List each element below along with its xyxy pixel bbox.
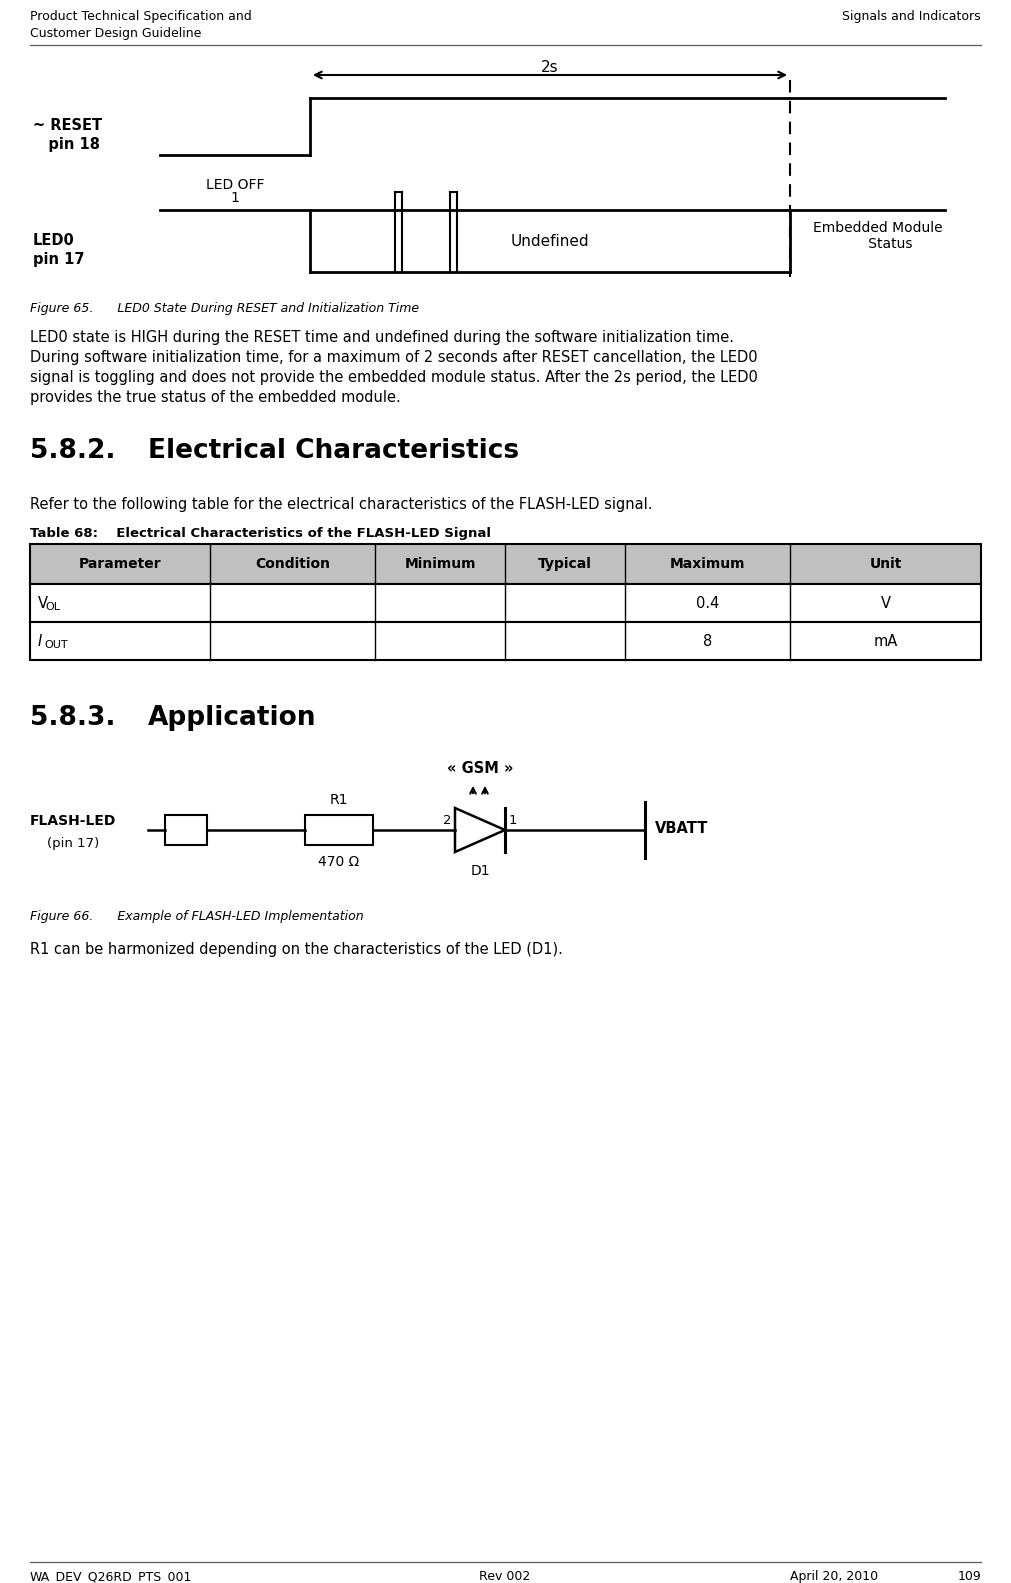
Text: R1 can be harmonized depending on the characteristics of the LED (D1).: R1 can be harmonized depending on the ch… [30,942,563,958]
Text: OL: OL [45,602,60,613]
Text: During software initialization time, for a maximum of 2 seconds after RESET canc: During software initialization time, for… [30,350,757,366]
Bar [30,622,981,660]
Text: WA_DEV_Q26RD_PTS_001: WA_DEV_Q26RD_PTS_001 [30,1570,192,1583]
Text: 470 Ω: 470 Ω [318,855,360,869]
Bar [30,584,981,622]
Text: 2: 2 [443,814,451,826]
Bar [305,815,373,845]
Text: mA: mA [874,633,898,649]
Text: 1: 1 [509,814,518,826]
Text: Condition: Condition [255,557,330,571]
Text: R1: R1 [330,793,348,807]
Text: LED0
pin 17: LED0 pin 17 [33,233,85,268]
Text: 5.8.2.: 5.8.2. [30,438,115,464]
Text: signal is toggling and does not provide the embedded module status. After the 2s: signal is toggling and does not provide … [30,370,758,385]
Text: Unit: Unit [869,557,902,571]
Text: 2s: 2s [541,60,559,74]
Text: Parameter: Parameter [79,557,162,571]
Text: Figure 66.      Example of FLASH-LED Implementation: Figure 66. Example of FLASH-LED Implemen… [30,910,364,923]
Text: LED OFF: LED OFF [206,177,264,192]
Text: Table 68:: Table 68: [30,527,98,540]
Text: D1: D1 [470,864,489,879]
Text: Electrical Characteristics: Electrical Characteristics [148,438,519,464]
Text: provides the true status of the embedded module.: provides the true status of the embedded… [30,389,400,405]
Text: April 20, 2010: April 20, 2010 [790,1570,879,1583]
Text: OUT: OUT [44,640,68,651]
Text: 8: 8 [703,633,712,649]
Bar [165,815,207,845]
Text: 0.4: 0.4 [696,595,719,611]
Text: FLASH-LED: FLASH-LED [30,814,116,828]
Text: VBATT: VBATT [655,820,709,836]
Text: Electrical Characteristics of the FLASH-LED Signal: Electrical Characteristics of the FLASH-… [107,527,491,540]
Text: Minimum: Minimum [404,557,476,571]
Text: Figure 65.      LED0 State During RESET and Initialization Time: Figure 65. LED0 State During RESET and I… [30,302,420,315]
Text: 1: 1 [231,192,240,206]
Text: V: V [881,595,891,611]
Text: Maximum: Maximum [669,557,745,571]
Text: Undefined: Undefined [511,234,589,249]
Text: V: V [38,595,48,611]
Text: « GSM »: « GSM » [447,760,514,776]
Text: (pin 17): (pin 17) [47,836,99,850]
Text: 5.8.3.: 5.8.3. [30,704,115,731]
Text: 109: 109 [957,1570,981,1583]
Text: Refer to the following table for the electrical characteristics of the FLASH-LED: Refer to the following table for the ele… [30,497,652,511]
Text: I: I [38,633,42,649]
Text: Signals and Indicators: Signals and Indicators [842,9,981,24]
Text: Application: Application [148,704,316,731]
Polygon shape [455,807,506,852]
Text: Product Technical Specification and
Customer Design Guideline: Product Technical Specification and Cust… [30,9,252,40]
Text: Typical: Typical [538,557,591,571]
Bar [30,545,981,584]
Text: ~ RESET
   pin 18: ~ RESET pin 18 [33,117,102,152]
Text: Rev 002: Rev 002 [479,1570,531,1583]
Text: Embedded Module
      Status: Embedded Module Status [813,222,942,252]
Text: LED0 state is HIGH during the RESET time and undefined during the software initi: LED0 state is HIGH during the RESET time… [30,329,734,345]
